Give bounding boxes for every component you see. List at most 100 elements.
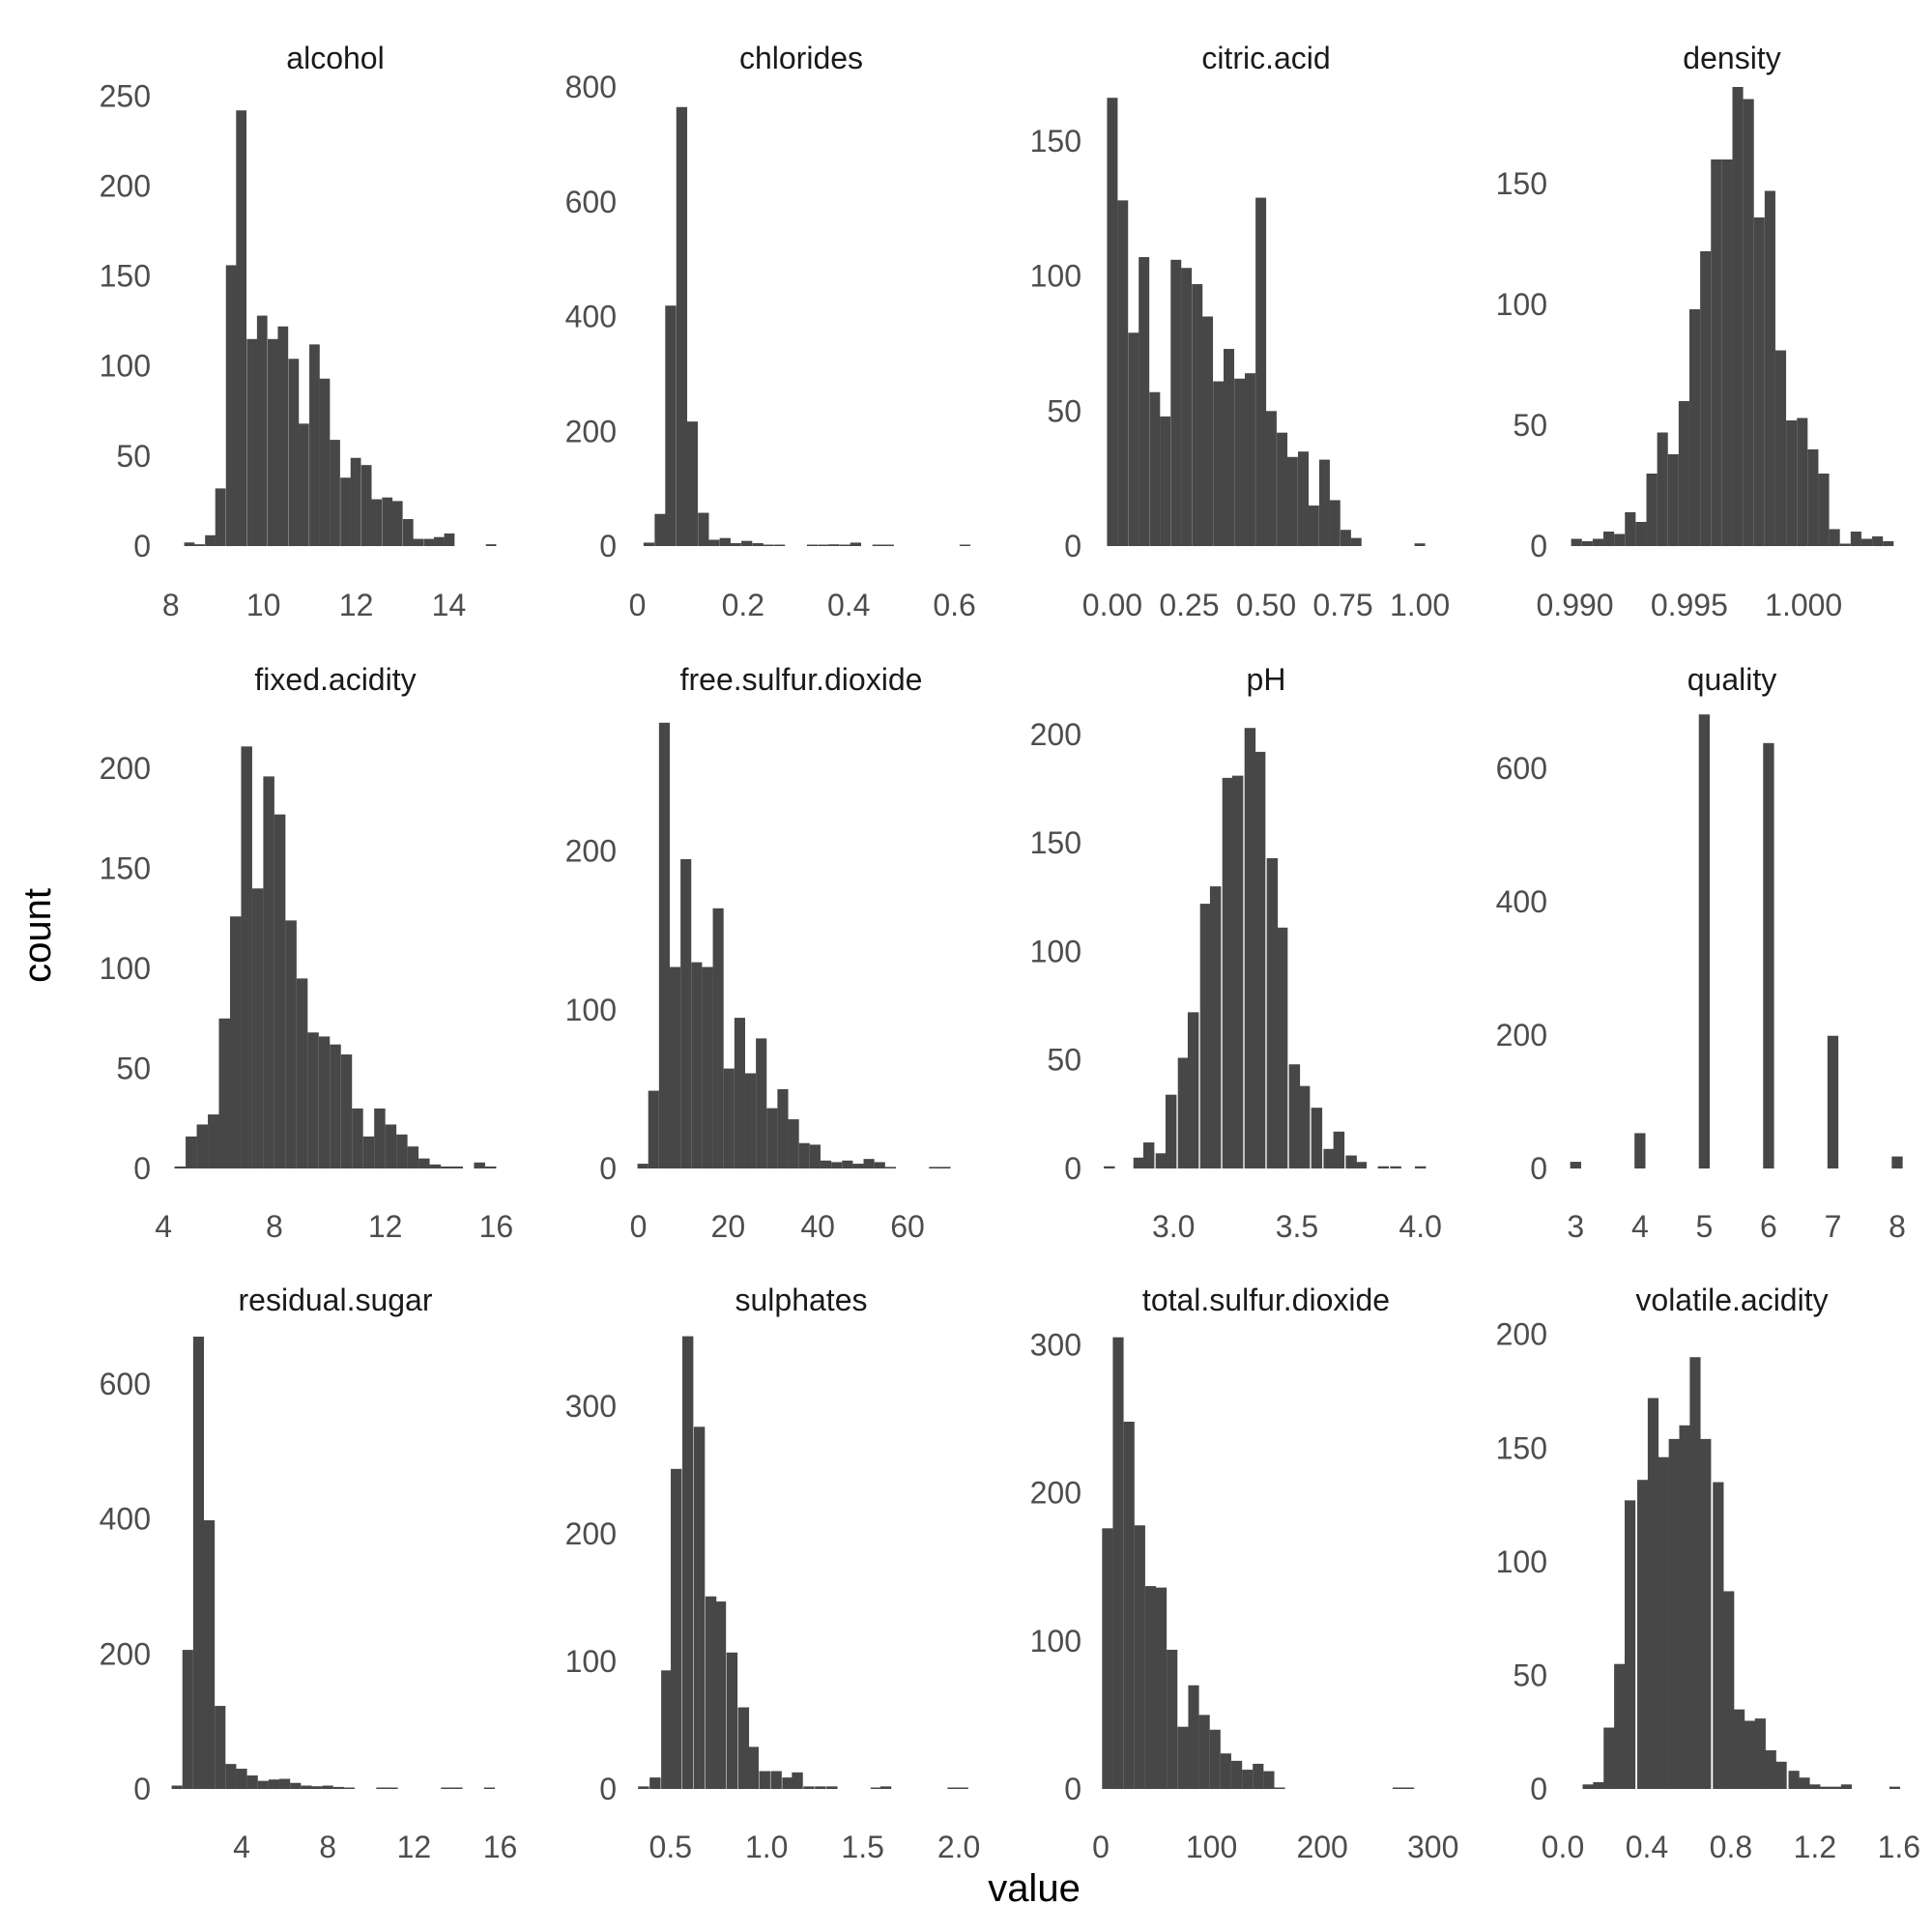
x-tick-label: 20: [711, 1209, 746, 1244]
histogram-bar: [174, 1166, 187, 1168]
histogram-bar: [1582, 1784, 1594, 1789]
histogram-bar: [352, 1108, 363, 1168]
histogram-bar: [215, 1706, 226, 1789]
y-tick-label: 50: [1513, 408, 1547, 443]
histogram-bar: [1403, 1787, 1415, 1789]
histogram-bar: [196, 1124, 209, 1168]
panel-title: citric.acid: [1201, 41, 1330, 75]
y-tick-label: 300: [565, 1389, 617, 1424]
histogram-bar: [1603, 532, 1615, 546]
y-tick-label: 200: [100, 751, 151, 786]
histogram-bar: [1209, 886, 1222, 1168]
histogram-bar: [1678, 401, 1689, 546]
y-tick-label: 150: [1030, 124, 1081, 159]
histogram-bar: [301, 1785, 312, 1789]
histogram-bar: [1657, 432, 1668, 546]
histogram-bar: [1581, 541, 1593, 546]
histogram-bar: [714, 1601, 727, 1789]
histogram-bar: [1263, 1771, 1275, 1789]
histogram-bar: [1377, 1166, 1390, 1168]
histogram-bar: [939, 1167, 951, 1168]
histogram-bar: [1165, 1094, 1177, 1168]
histogram-bar: [649, 1777, 661, 1790]
histogram-bar: [726, 1652, 738, 1789]
histogram-bar: [256, 315, 268, 546]
x-tick-label: 16: [483, 1830, 518, 1864]
histogram-bar: [884, 1167, 896, 1168]
histogram-bar: [788, 1119, 799, 1168]
x-tick-label: 60: [890, 1209, 925, 1244]
y-tick-label: 100: [1030, 259, 1081, 294]
x-tick-label: 0.990: [1537, 588, 1614, 622]
histogram-bar: [1831, 1786, 1842, 1789]
histogram-bar: [820, 1160, 832, 1168]
histogram-bar: [1286, 456, 1298, 546]
histogram-bar: [763, 544, 774, 546]
panel-pH: pH 0 50 100 150 200 3.0 3.5 4.0: [1030, 662, 1442, 1244]
histogram-bar: [1797, 418, 1808, 546]
histogram-bar: [1713, 1482, 1724, 1789]
histogram-bar: [1187, 1012, 1199, 1168]
y-tick-label: 100: [1496, 1544, 1547, 1579]
histogram-bar: [1625, 512, 1636, 546]
histogram-bar: [204, 1519, 216, 1789]
histogram-bar: [665, 305, 677, 546]
histogram-bar: [423, 538, 435, 546]
histogram-bar: [1634, 1133, 1646, 1168]
histogram-bar: [1298, 451, 1309, 546]
histogram-bar: [1753, 217, 1765, 546]
histogram-bar: [638, 1786, 649, 1789]
histogram-bar: [1820, 1786, 1831, 1789]
histogram-bar: [307, 1032, 319, 1168]
x-tick-label: 0.5: [649, 1830, 692, 1864]
histogram-bar: [1350, 537, 1362, 546]
x-tick-label: 1.5: [841, 1830, 883, 1864]
histogram-bar: [1345, 1155, 1357, 1168]
histogram-bar: [1318, 459, 1330, 546]
histogram-bar: [1840, 1784, 1853, 1789]
histogram-bar: [1889, 1786, 1901, 1789]
histogram-bar: [171, 1785, 183, 1789]
histogram-bar: [1202, 316, 1214, 546]
histogram-bar: [681, 1336, 694, 1789]
histogram-bar: [343, 1787, 356, 1789]
histogram-bar: [251, 888, 264, 1168]
histogram-bar: [429, 1164, 442, 1168]
histogram-bar: [1329, 500, 1341, 546]
x-tick-label: 0: [629, 588, 647, 622]
histogram-bar: [362, 1136, 375, 1168]
histogram-bar: [1614, 1663, 1626, 1789]
x-tick-label: 14: [432, 588, 467, 622]
y-tick-label: 600: [100, 1367, 151, 1401]
histogram-bar: [719, 537, 731, 546]
histogram-bar: [705, 1596, 717, 1789]
x-tick-label: 12: [368, 1209, 403, 1244]
histogram-bar: [747, 1746, 759, 1789]
histogram-bar: [296, 978, 308, 1168]
panel-residual-sugar: residual.sugar 0 200 400 600 4 8 12 16: [100, 1283, 518, 1864]
histogram-bar: [1112, 1337, 1124, 1789]
histogram-bar: [643, 542, 655, 546]
histogram-bar: [257, 1780, 269, 1789]
y-tick-label: 100: [1496, 287, 1547, 322]
y-tick-label: 0: [133, 1151, 151, 1186]
histogram-bar: [1614, 533, 1626, 546]
panel-title: fixed.acidity: [254, 662, 416, 697]
histogram-bar: [1134, 1525, 1145, 1789]
histogram-bar: [702, 966, 713, 1168]
histogram-bar: [803, 1786, 815, 1789]
x-tick-label: 0: [630, 1209, 648, 1244]
histogram-bar: [654, 513, 666, 546]
y-tick-label: 50: [1513, 1658, 1547, 1692]
histogram-bar: [382, 497, 393, 546]
histogram-bar: [1700, 1438, 1712, 1789]
histogram-bar: [1128, 332, 1139, 546]
y-tick-label: 600: [565, 185, 617, 219]
x-tick-label: 4: [1631, 1209, 1649, 1244]
y-tick-label: 100: [100, 349, 151, 384]
histogram-bar: [241, 746, 252, 1168]
x-tick-label: 16: [479, 1209, 514, 1244]
x-tick-label: 7: [1825, 1209, 1842, 1244]
x-tick-label: 8: [266, 1209, 283, 1244]
histogram-bar: [708, 539, 720, 546]
